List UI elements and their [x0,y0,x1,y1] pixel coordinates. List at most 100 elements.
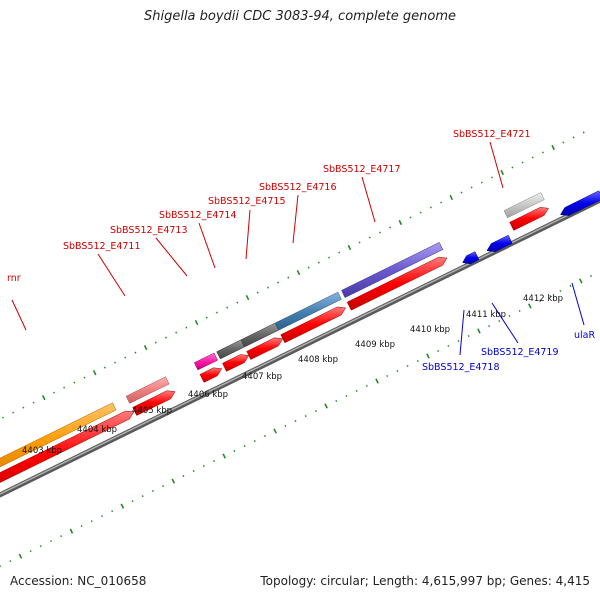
cds-reverse-arrow [560,190,600,216]
tick-mark [304,415,307,418]
forward-gene-label: SbBS512_E4713 [110,225,188,236]
forward-label-connector [97,253,126,297]
genome-summary-text: Topology: circular; Length: 4,615,997 bp… [260,574,590,588]
tick-mark [488,324,491,328]
tick-mark [426,353,430,359]
tick-mark [294,420,297,423]
tick-mark [491,176,494,179]
scale-label: 4408 kbp [298,355,338,365]
tick-mark [69,528,74,534]
tick-mark [215,311,218,314]
forward-label-connector [198,222,216,269]
reverse-label-connector [459,309,465,356]
tick-mark [29,550,32,553]
tick-mark [480,181,483,184]
tick-mark [345,395,348,398]
tick-mark [398,219,403,226]
forward-gene-label: SbBS512_E4717 [323,164,401,175]
tick-mark [111,510,114,513]
cds-forward-arrow [280,306,347,344]
tick-mark [335,400,338,403]
tick-mark [518,309,521,313]
tick-mark [569,284,572,287]
tick-mark [194,319,199,326]
tick-mark [447,344,450,348]
tick-mark [338,251,341,254]
scale-label: 4409 kbp [355,340,395,350]
forward-label-connector [292,194,299,244]
tick-mark [213,460,215,463]
tick-mark [314,410,317,413]
tick-mark [358,241,361,244]
tick-mark [202,465,205,468]
tick-mark [416,359,419,363]
scale-label: 4412 kbp [523,294,563,304]
tick-mark [100,515,103,518]
tick-mark [143,344,148,351]
tick-mark [406,364,409,368]
scale-label: 4406 kbp [188,390,228,400]
tick-mark [531,156,534,159]
cds-forward-arrow [509,207,549,231]
tick-mark [562,141,565,144]
feature-layer [0,190,600,483]
tick-mark [470,186,473,189]
tick-mark [162,485,165,488]
forward-label-connector [11,299,27,331]
tick-mark [589,274,592,277]
tick-mark [578,278,583,284]
tick-mark [90,520,93,523]
tick-mark [131,500,134,503]
reverse-gene-label: SbBS512_E4719 [481,347,559,358]
tick-mark [39,545,42,548]
tick-mark [328,256,331,259]
tick-mark [549,294,552,297]
tick-mark [347,244,352,251]
rnr-feature [0,402,117,468]
tick-mark [368,236,371,239]
reverse-gene-label: ulaR [574,330,595,341]
tick-mark [2,416,4,419]
tick-mark [355,389,358,393]
forward-label-connector [361,176,376,223]
tick-mark [192,470,195,473]
scale-label: 4407 kbp [242,372,282,382]
tick-mark [165,336,168,339]
tick-mark [277,281,280,284]
tick-mark [266,286,269,289]
cds-forward-arrow [346,256,448,311]
tick-mark [273,428,277,434]
tick-mark [103,366,106,369]
SbBS512_E4716-feature [274,291,342,331]
tick-mark [243,445,246,448]
reverse-gene-label: SbBS512_E4718 [422,362,500,373]
tick-mark [457,339,460,343]
tick-mark [307,266,310,269]
label-connectors [11,141,585,356]
tick-mark [284,425,287,428]
tick-mark [511,166,514,169]
tick-mark [185,326,188,329]
tick-mark [73,381,76,384]
tick-mark [12,411,15,414]
tick-mark [83,376,86,379]
tick-mark [375,378,379,384]
tick-mark [541,151,544,154]
tick-mark [582,131,585,134]
tick-mark [9,560,12,563]
cds-forward-arrow [222,354,250,372]
tick-mark [539,299,542,302]
forward-tick-ring [2,131,585,419]
tick-mark [508,314,511,318]
tick-mark [52,391,55,394]
forward-gene-label: SbBS512_E4714 [159,210,237,221]
tick-mark [324,403,328,409]
tick-mark [528,303,532,309]
tick-mark [120,503,125,509]
accession-text: Accession: NC_010658 [10,574,147,588]
tick-mark [287,276,290,279]
tick-mark [141,495,144,498]
tick-mark [521,161,524,164]
forward-gene-label: SbBS512_E4716 [259,182,337,193]
